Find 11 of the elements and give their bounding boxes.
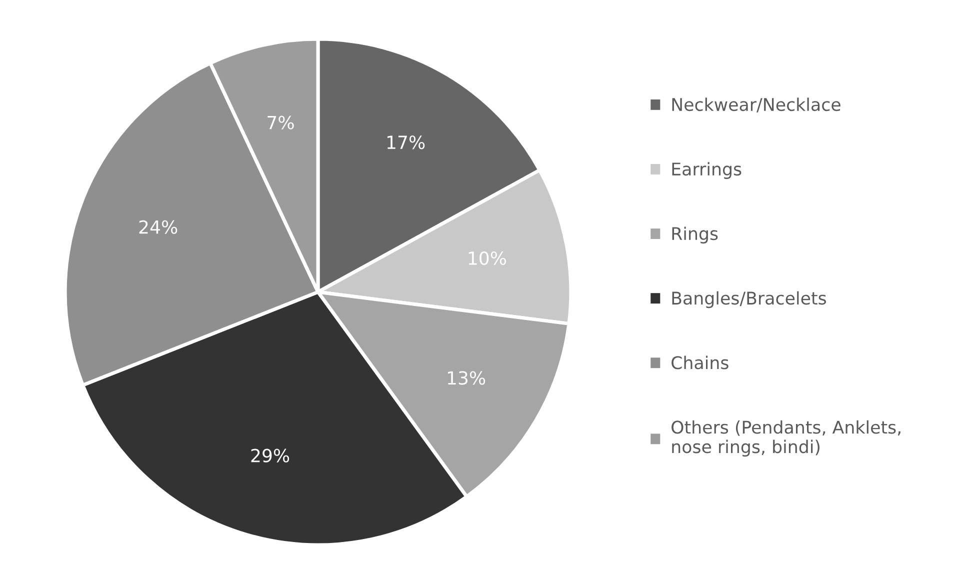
data-label: 7% xyxy=(268,116,294,130)
data-label: 24% xyxy=(139,220,178,234)
legend-label: Neckwear/Necklace xyxy=(672,98,840,112)
data-label: 29% xyxy=(251,448,290,462)
legend-label: Rings xyxy=(672,226,718,244)
legend-label: Earrings xyxy=(672,162,742,179)
legend-label: Others (Pendants, Anklets, nose rings, bindi) xyxy=(672,420,900,457)
data-label: 17% xyxy=(387,136,425,150)
legend-label: Bangles/Bracelets xyxy=(672,291,826,308)
legend-label: Chains xyxy=(672,356,728,370)
data-label: 13% xyxy=(448,371,486,385)
